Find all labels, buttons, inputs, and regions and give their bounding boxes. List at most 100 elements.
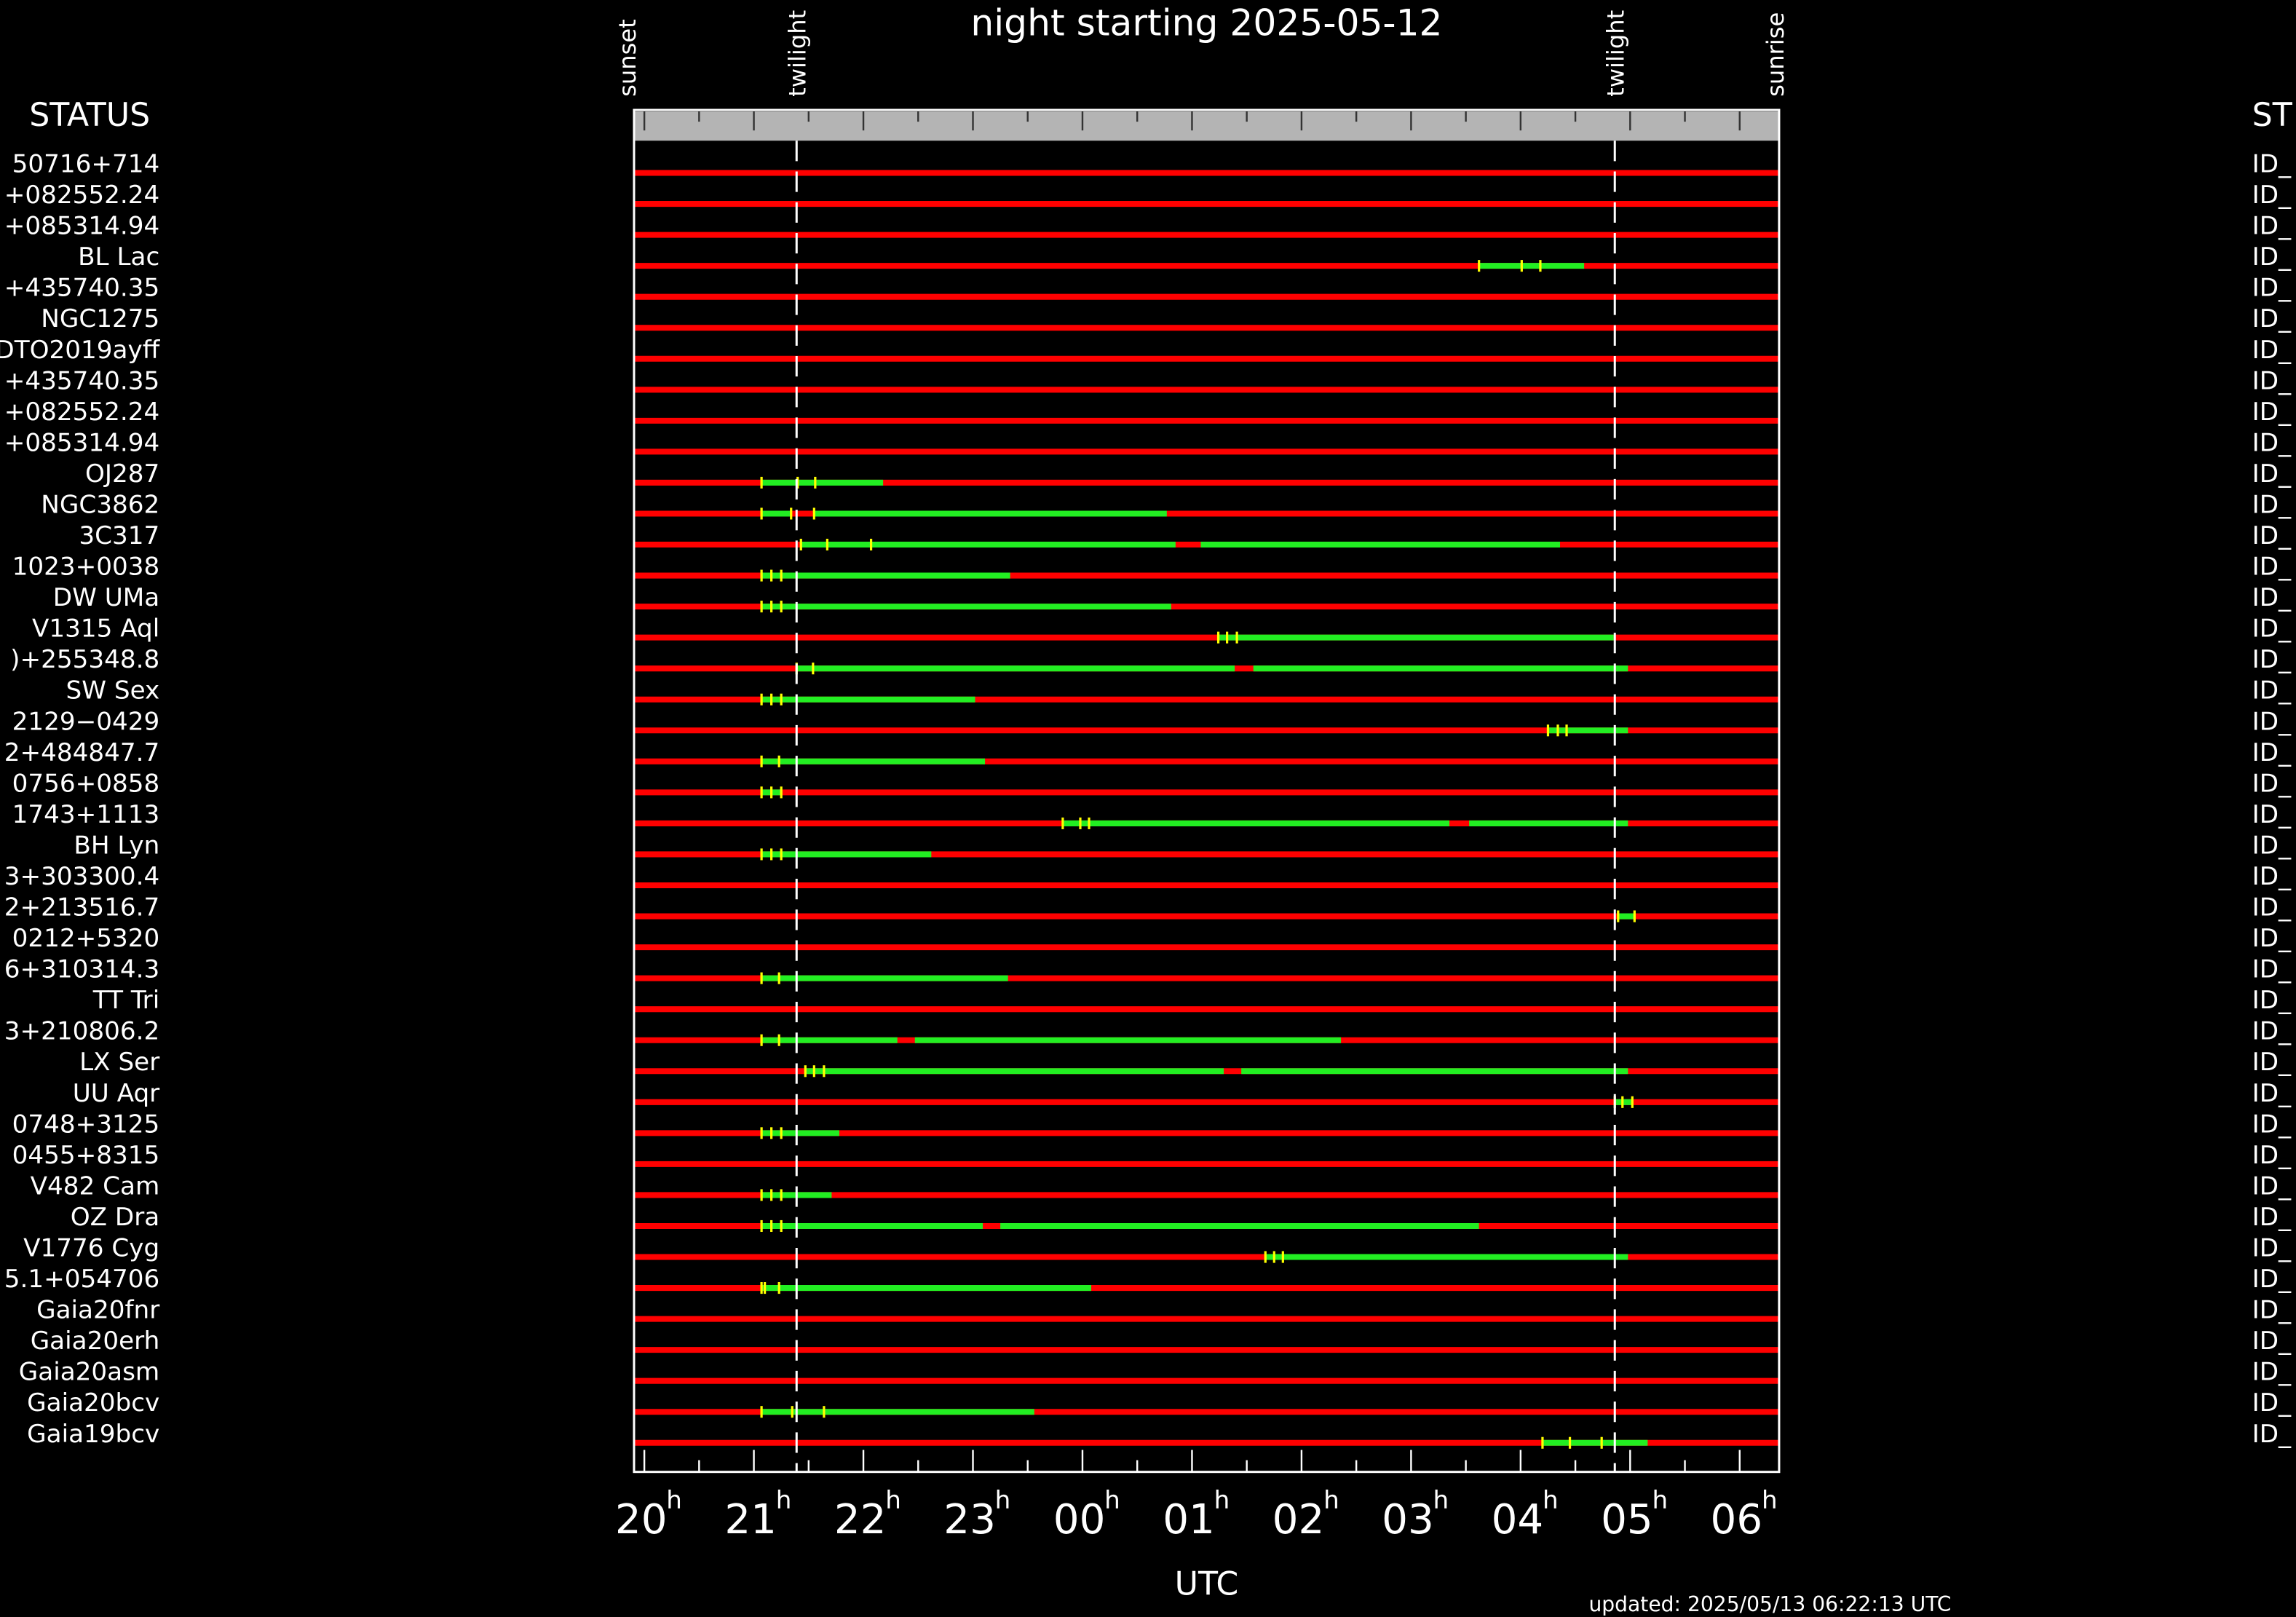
status-header-left: STATUS (29, 97, 150, 134)
x-tick-label: 06 (1711, 1496, 1763, 1543)
x-tick-label: 20 (615, 1496, 668, 1543)
x-tick-suffix: h (1104, 1486, 1120, 1515)
x-tick-suffix: h (776, 1486, 792, 1515)
row-status: ID_ (2252, 1048, 2292, 1077)
row-status: ID_ (2252, 428, 2292, 457)
row-label: +435740.35 (4, 366, 160, 395)
row-label: NGC3862 (41, 490, 159, 519)
row-status: ID_ (2252, 986, 2292, 1015)
row-status: ID_ (2252, 1327, 2292, 1356)
row-label: SW Sex (66, 676, 160, 705)
row-status: ID_ (2252, 398, 2292, 427)
row-status: ID_ (2252, 1171, 2292, 1201)
row-status: ID_ (2252, 1141, 2292, 1170)
row-label: 50716+714 (12, 150, 160, 179)
row-status: ID_ (2252, 242, 2292, 272)
top-band (633, 111, 1779, 141)
row-status: ID_ (2252, 490, 2292, 519)
row-status: ID_ (2252, 955, 2292, 984)
row-label: 2+213516.7 (4, 893, 160, 922)
row-status: ID_ (2252, 645, 2292, 674)
row-status: ID_ (2252, 1110, 2292, 1139)
row-status: ID_ (2252, 924, 2292, 953)
x-tick-label: 01 (1163, 1496, 1215, 1543)
x-tick-suffix: h (995, 1486, 1011, 1515)
row-status: ID_ (2252, 707, 2292, 736)
status-header-right: ST (2252, 97, 2293, 134)
row-label: Gaia20asm (19, 1358, 159, 1387)
row-status: ID_ (2252, 769, 2292, 798)
row-status: ID_ (2252, 1265, 2292, 1294)
event-label: sunrise (1762, 12, 1789, 97)
row-status: ID_ (2252, 738, 2292, 767)
row-label: 2129−0429 (12, 707, 160, 736)
row-label: )+255348.8 (10, 645, 159, 674)
row-label: V482 Cam (31, 1171, 160, 1201)
row-label: Gaia19bcv (27, 1420, 159, 1449)
row-status: ID_ (2252, 1234, 2292, 1263)
updated-text: updated: 2025/05/13 06:22:13 UTC (1588, 1592, 1951, 1616)
row-label: V1315 Aql (32, 614, 159, 644)
x-tick-label: 05 (1601, 1496, 1653, 1543)
row-label: Gaia20erh (31, 1327, 160, 1356)
row-label: 0455+8315 (12, 1141, 160, 1170)
x-tick-label: 23 (943, 1496, 996, 1543)
x-tick-suffix: h (1762, 1486, 1778, 1515)
row-label: Gaia20bcv (27, 1388, 159, 1418)
row-status: ID_ (2252, 862, 2292, 891)
row-label: +082552.24 (4, 181, 160, 210)
x-tick-suffix: h (1652, 1486, 1668, 1515)
row-label: 0756+0858 (12, 769, 160, 798)
row-status: ID_ (2252, 459, 2292, 489)
chart-title: night starting 2025-05-12 (970, 1, 1442, 44)
row-label: DW UMa (53, 583, 159, 612)
row-status: ID_ (2252, 831, 2292, 860)
row-status: ID_ (2252, 893, 2292, 922)
row-status: ID_ (2252, 614, 2292, 644)
row-status: ID_ (2252, 553, 2292, 582)
row-label: 0748+3125 (12, 1110, 160, 1139)
row-label: Gaia20fnr (36, 1296, 160, 1325)
row-label: 1023+0038 (12, 553, 160, 582)
row-label: +085314.94 (4, 212, 160, 241)
x-tick-label: 03 (1382, 1496, 1434, 1543)
row-label: LX Ser (79, 1048, 160, 1077)
x-tick-label: 22 (834, 1496, 887, 1543)
row-label: TT Tri (92, 986, 159, 1015)
row-label: OJ287 (85, 459, 159, 489)
row-label: 2+484847.7 (4, 738, 160, 767)
x-tick-suffix: h (1214, 1486, 1230, 1515)
event-label: twilight (1602, 10, 1629, 97)
row-status: ID_ (2252, 212, 2292, 241)
row-status: ID_ (2252, 1017, 2292, 1046)
plot-frame (633, 108, 1781, 1474)
row-label: 0212+5320 (12, 924, 160, 953)
row-status: ID_ (2252, 1296, 2292, 1325)
row-status: ID_ (2252, 676, 2292, 705)
row-label: 3+210806.2 (4, 1017, 160, 1046)
row-label: BL Lac (78, 242, 159, 272)
row-status: ID_ (2252, 583, 2292, 612)
row-label: BH Lyn (74, 831, 159, 860)
row-label: 3+303300.4 (4, 862, 160, 891)
row-status: ID_ (2252, 304, 2292, 333)
event-label: twilight (783, 10, 811, 97)
event-label: sunset (614, 19, 641, 97)
row-label: +082552.24 (4, 398, 160, 427)
row-status: ID_ (2252, 181, 2292, 210)
row-label: +435740.35 (4, 274, 160, 303)
row-status: ID_ (2252, 1420, 2292, 1449)
row-status: ID_ (2252, 1203, 2292, 1232)
row-status: ID_ (2252, 521, 2292, 550)
row-label: OZ Dra (71, 1203, 160, 1232)
row-label: 5.1+054706 (4, 1265, 160, 1294)
row-label: UU Aqr (73, 1079, 160, 1108)
x-tick-label: 04 (1492, 1496, 1544, 1543)
x-tick-suffix: h (666, 1486, 682, 1515)
x-tick-suffix: h (1543, 1486, 1559, 1515)
x-axis-label: UTC (1175, 1566, 1239, 1603)
x-tick-label: 00 (1053, 1496, 1106, 1543)
